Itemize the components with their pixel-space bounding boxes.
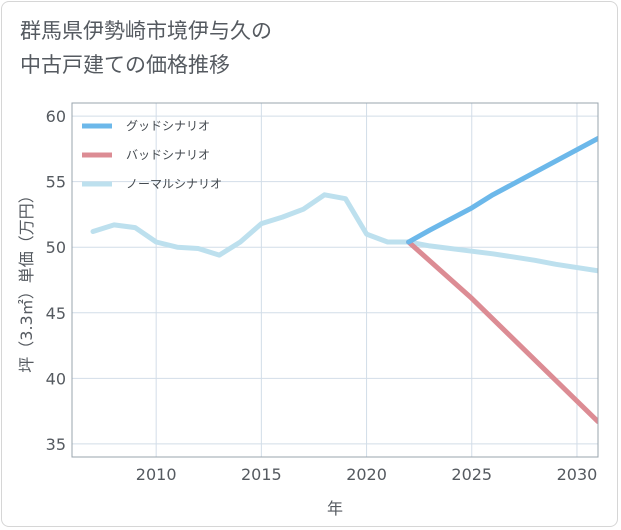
chart-title: 群馬県伊勢崎市境伊与久の 中古戸建ての価格推移 xyxy=(20,14,580,82)
legend-label: ノーマルシナリオ xyxy=(126,177,222,191)
y-tick-label: 55 xyxy=(46,173,66,192)
chart-title-line-1: 群馬県伊勢崎市境伊与久の xyxy=(20,19,272,43)
x-tick-label: 2020 xyxy=(346,465,387,484)
series-line-3 xyxy=(90,192,598,274)
plot-area xyxy=(72,103,598,457)
y-tick-label: 50 xyxy=(46,238,66,257)
x-tick-label: 2025 xyxy=(451,465,492,484)
x-tick-label: 2030 xyxy=(557,465,598,484)
series-layer xyxy=(90,135,598,425)
x-axis-title: 年 xyxy=(327,499,343,518)
plot-frame xyxy=(71,102,599,458)
y-tick-label: 35 xyxy=(46,435,66,454)
legend-label: グッドシナリオ xyxy=(126,119,210,133)
y-tick-label: 40 xyxy=(46,369,66,388)
plot-background xyxy=(72,103,598,457)
y-tick-label: 60 xyxy=(46,107,66,126)
y-tick-label: 45 xyxy=(46,304,66,323)
series-line-2 xyxy=(406,239,598,425)
y-axis-title: 坪（3.3㎡）単価（万円） xyxy=(17,187,36,372)
axes: 35 40 45 50 55 60 2010 2015 2020 2025 2030 xyxy=(46,102,599,484)
grid-lines xyxy=(72,103,598,457)
series-line-1 xyxy=(406,135,598,245)
x-tick-label: 2010 xyxy=(136,465,177,484)
legend-label: バッドシナリオ xyxy=(126,148,210,162)
chart-title-line-2: 中古戸建ての価格推移 xyxy=(20,53,230,77)
x-tick-label: 2015 xyxy=(241,465,282,484)
